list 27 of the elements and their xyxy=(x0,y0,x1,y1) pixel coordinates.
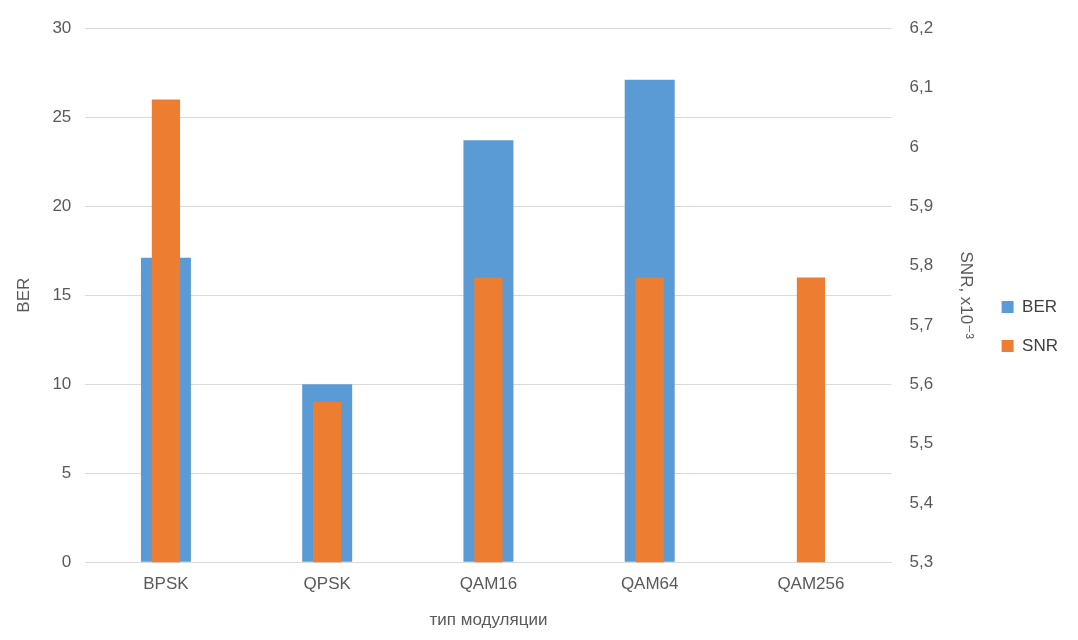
y2-tick-label: 5,4 xyxy=(909,492,934,512)
y-axis-title: BER xyxy=(13,277,33,313)
legend-label: SNR xyxy=(1022,335,1059,355)
y2-tick-label: 6 xyxy=(909,136,920,156)
y-tick-label: 5 xyxy=(61,462,72,482)
y-tick-label: 25 xyxy=(52,106,72,126)
y2-tick-label: 6,1 xyxy=(909,77,934,97)
y-tick-label: 10 xyxy=(52,373,72,393)
y2-tick-label: 5,8 xyxy=(909,255,934,275)
x-tick-label: QAM16 xyxy=(459,574,518,594)
x-tick-label: QPSK xyxy=(303,574,352,594)
y-tick-label: 15 xyxy=(52,284,72,304)
x-tick-label: QAM256 xyxy=(777,574,845,594)
y2-tick-label: 5,9 xyxy=(909,195,934,215)
y2-tick-label: 5,3 xyxy=(909,551,934,571)
legend-label: BER xyxy=(1022,296,1058,316)
x-tick-label: BPSK xyxy=(143,574,190,594)
y2-tick-label: 5,5 xyxy=(909,433,934,453)
y-tick-label: 0 xyxy=(61,551,72,571)
y2-tick-label: 6,2 xyxy=(909,17,934,37)
y2-axis-title: SNR, x10⁻³ xyxy=(956,251,976,340)
y2-tick-label: 5,6 xyxy=(909,373,934,393)
x-axis-title: тип модуляции xyxy=(429,610,548,630)
x-tick-label: QAM64 xyxy=(620,574,679,594)
y2-tick-label: 5,7 xyxy=(909,314,934,334)
y-tick-label: 20 xyxy=(52,195,72,215)
y-tick-label: 30 xyxy=(52,17,72,37)
